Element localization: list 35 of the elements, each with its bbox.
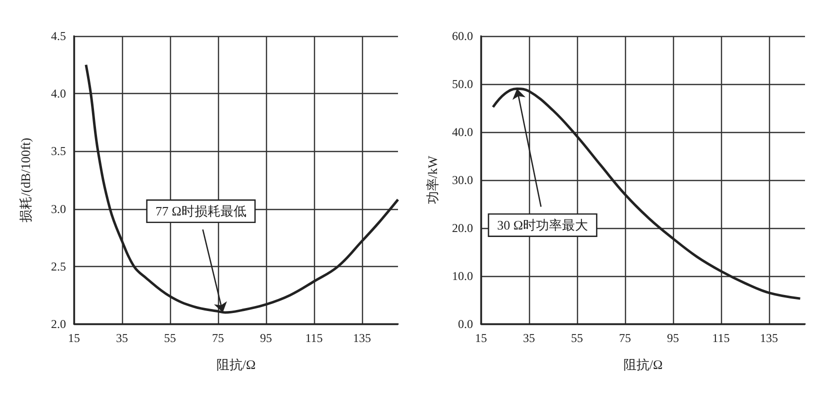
x-axis-title: 阻抗/Ω: [623, 357, 663, 372]
y-tick-label: 20.0: [452, 221, 473, 235]
x-tick-label: 35: [116, 331, 128, 345]
y-tick-label: 60.0: [452, 29, 473, 43]
y-tick-label: 50.0: [452, 77, 473, 91]
x-tick-label: 75: [619, 331, 631, 345]
y-tick-label: 2.0: [51, 317, 66, 331]
x-tick-label: 115: [712, 331, 730, 345]
line-series: [84, 64, 400, 314]
y-tick-label: 2.5: [51, 259, 66, 274]
annotation: 77 Ω时损耗最低: [155, 204, 246, 219]
x-tick-label: 15: [68, 331, 80, 345]
y-tick-label: 0.0: [458, 317, 473, 331]
x-tick-label: 35: [523, 331, 535, 345]
x-tick-label: 15: [475, 331, 487, 345]
x-tick-label: 55: [164, 331, 176, 345]
x-tick-label: 115: [305, 331, 323, 345]
y-tick-label: 10.0: [452, 269, 473, 283]
x-tick-label: 135: [353, 331, 371, 345]
y-tick-label: 4.5: [51, 29, 66, 43]
x-tick-label: 95: [260, 331, 272, 345]
x-tick-label: 95: [667, 331, 679, 345]
y-tick-label: 40.0: [452, 125, 473, 139]
x-tick-label: 75: [212, 331, 224, 345]
y-tick-label: 4.0: [51, 86, 66, 101]
y-axis-title: 功率/kW: [425, 155, 440, 204]
y-tick-label: 3.5: [51, 144, 66, 158]
y-tick-label: 3.0: [51, 202, 66, 216]
line-series: [492, 88, 802, 300]
annotation: 30 Ω时功率最大: [497, 218, 588, 233]
y-axis-title: 损耗/(dB/100ft): [18, 138, 33, 222]
y-tick-label: 30.0: [452, 173, 473, 187]
x-tick-label: 55: [571, 331, 583, 345]
x-tick-label: 135: [760, 331, 778, 345]
x-axis-title: 阻抗/Ω: [216, 357, 256, 372]
